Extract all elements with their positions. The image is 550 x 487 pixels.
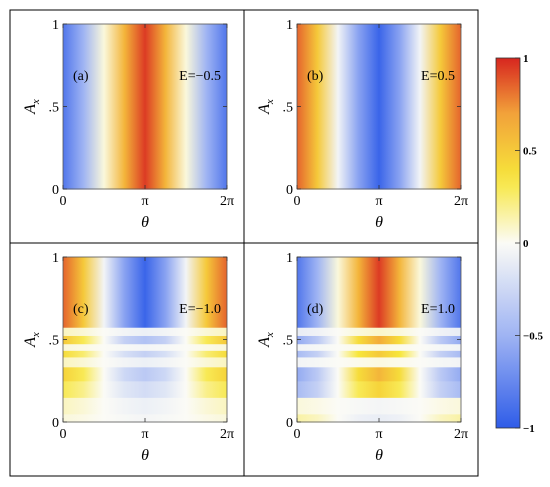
heatmap-panel-d: 0 π 2π 0 .5 1 θ Ax (d) E=1.0 — [256, 251, 468, 464]
panel-label: (d) — [307, 302, 324, 317]
heatmap-band — [63, 380, 227, 398]
heatmap-band — [63, 65, 227, 149]
heatmap-band — [297, 273, 461, 308]
heatmap-band — [63, 147, 227, 190]
x-axis-label: θ — [375, 447, 383, 464]
heatmap-band — [63, 366, 227, 382]
y-tick-label: 1 — [286, 251, 293, 266]
heatmap-band — [63, 306, 227, 328]
heatmap-band — [297, 147, 461, 190]
energy-annotation: E=−0.5 — [179, 69, 221, 84]
y-tick-label: 0 — [286, 183, 293, 198]
energy-annotation: E=−1.0 — [179, 302, 221, 317]
heatmap-band — [63, 327, 227, 336]
x-tick-label: 0 — [60, 194, 67, 209]
heatmap-band — [297, 343, 461, 351]
energy-annotation: E=1.0 — [421, 302, 455, 317]
y-tick-label: 1 — [52, 251, 59, 266]
heatmap-band — [63, 335, 227, 345]
heatmap-band — [297, 24, 461, 66]
heatmap-band — [63, 397, 227, 415]
heatmap-band — [297, 397, 461, 415]
energy-annotation: E=0.5 — [421, 69, 455, 84]
colorbar: 1 0.5 0 −0.5 −1 — [495, 53, 544, 435]
x-tick-label: π — [375, 427, 382, 442]
heatmap-band — [63, 356, 227, 368]
x-tick-label: 0 — [294, 194, 301, 209]
heatmap-band — [297, 366, 461, 382]
heatmap-band — [63, 343, 227, 351]
heatmap-band — [297, 335, 461, 345]
heatmap-panel-b: 0 π 2π 0 .5 1 θ Ax (b) E=0.5 — [256, 18, 468, 231]
heatmap-band — [297, 306, 461, 328]
x-tick-label: 2π — [454, 427, 468, 442]
heatmap-panel-c: 0 π 2π 0 .5 1 θ Ax (c) E=−1.0 — [22, 251, 234, 464]
x-tick-label: π — [141, 427, 148, 442]
colorbar-tick-label: −1 — [523, 423, 535, 435]
y-tick-label: .5 — [49, 101, 60, 116]
heatmap-band — [63, 257, 227, 275]
x-tick-label: 2π — [454, 194, 468, 209]
heatmap-band — [297, 356, 461, 368]
y-tick-label: 0 — [52, 416, 59, 431]
heatmap-band — [297, 65, 461, 149]
x-tick-label: 0 — [294, 427, 301, 442]
heatmap-band — [63, 24, 227, 66]
y-axis-label: Ax — [22, 99, 42, 115]
y-axis-label: Ax — [256, 332, 276, 348]
heatmap-band — [297, 380, 461, 398]
y-tick-label: .5 — [283, 101, 294, 116]
panel-label: (a) — [73, 69, 89, 84]
x-axis-label: θ — [141, 214, 149, 231]
colorbar-tick-label: −0.5 — [523, 331, 544, 343]
x-axis-label: θ — [375, 214, 383, 231]
y-axis-label: Ax — [22, 332, 42, 348]
y-tick-label: .5 — [283, 334, 294, 349]
colorbar-tick-label: 0 — [523, 238, 529, 250]
y-tick-label: 0 — [52, 183, 59, 198]
y-tick-label: 1 — [52, 18, 59, 33]
heatmap-panel-a: 0 π 2π 0 .5 1 θ Ax (a) E=−0.5 — [22, 18, 234, 231]
heatmap-band — [63, 350, 227, 358]
panel-label: (c) — [73, 302, 89, 317]
x-tick-label: 0 — [60, 427, 67, 442]
colorbar-tick-label: 0.5 — [523, 146, 537, 158]
y-tick-label: 1 — [286, 18, 293, 33]
panel-label: (b) — [307, 69, 324, 84]
heatmap-band — [297, 257, 461, 275]
heatmap-band — [63, 273, 227, 308]
x-axis-label: θ — [141, 447, 149, 464]
y-tick-label: 0 — [286, 416, 293, 431]
y-axis-label: Ax — [256, 99, 276, 115]
x-tick-label: π — [375, 194, 382, 209]
heatmap-band — [297, 327, 461, 336]
heatmap-band — [297, 350, 461, 358]
colorbar-tick-label: 1 — [523, 53, 529, 65]
x-tick-label: π — [141, 194, 148, 209]
y-tick-label: .5 — [49, 334, 60, 349]
x-tick-label: 2π — [220, 427, 234, 442]
x-tick-label: 2π — [220, 194, 234, 209]
